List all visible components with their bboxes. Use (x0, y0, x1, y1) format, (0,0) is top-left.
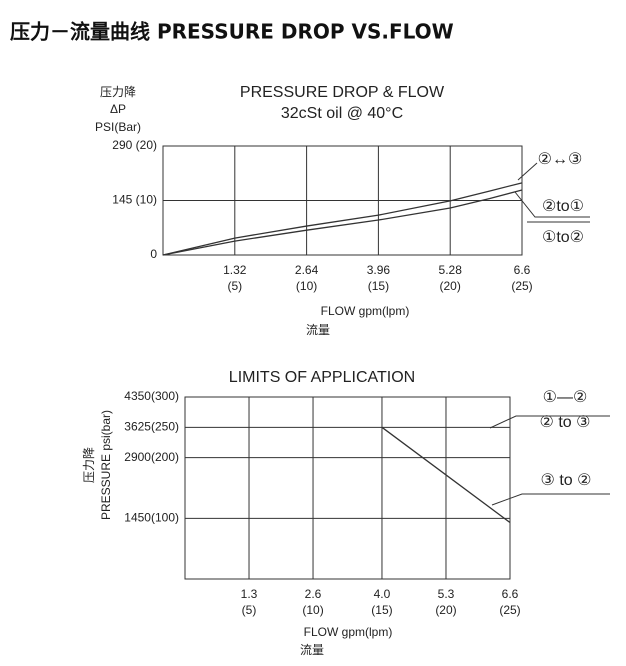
y-tick-label: 1450(100) (124, 511, 179, 525)
y-tick-label: 145 (10) (112, 193, 157, 207)
y-tick-label: 0 (150, 247, 157, 261)
series-label: ②↔③ (538, 151, 583, 168)
x-tick-label: 2.6 (305, 587, 322, 601)
x-axis-label: FLOW gpm(lpm) (304, 625, 393, 639)
data-line (162, 182, 523, 256)
y-axis-label: ΔP (110, 102, 126, 116)
chart-title: PRESSURE DROP & FLOW (240, 84, 445, 101)
data-line (162, 189, 523, 256)
data-line (381, 426, 511, 524)
y-axis-label: PSI(Bar) (95, 120, 141, 134)
x-tick-label-secondary: (5) (227, 279, 242, 293)
annotation: ①to② (542, 229, 584, 246)
x-axis-label: 流量 (300, 643, 324, 657)
x-axis-label: FLOW gpm(lpm) (321, 304, 410, 318)
x-tick-label: 2.64 (295, 263, 319, 277)
series-label: ②to① (542, 198, 584, 215)
y-axis-label: 压力降 (100, 85, 136, 99)
x-tick-label: 4.0 (374, 587, 391, 601)
x-tick-label-secondary: (15) (368, 279, 389, 293)
y-tick-label: 3625(250) (124, 420, 179, 434)
leader-line (514, 191, 590, 218)
x-axis-label: 流量 (306, 323, 330, 337)
y-axis-label: PRESSURE psi(bar) (99, 410, 113, 520)
chart-subtitle: 32cSt oil @ 40°C (281, 105, 403, 122)
x-tick-label: 5.28 (439, 263, 463, 277)
x-tick-label: 6.6 (502, 587, 519, 601)
series-label: ③ to ② (541, 472, 592, 489)
leader-line (517, 162, 538, 181)
annotation: ② to ③ (540, 414, 591, 431)
x-tick-label-secondary: (20) (435, 603, 456, 617)
x-tick-label: 6.6 (514, 263, 531, 277)
leader-line (489, 415, 610, 429)
x-tick-label: 1.32 (223, 263, 247, 277)
x-tick-label-secondary: (5) (242, 603, 257, 617)
x-tick-label-secondary: (25) (511, 279, 532, 293)
x-tick-label-secondary: (15) (371, 603, 392, 617)
chart-title: LIMITS OF APPLICATION (229, 369, 415, 386)
x-tick-label-secondary: (10) (296, 279, 317, 293)
x-tick-label-secondary: (20) (440, 279, 461, 293)
x-tick-label: 3.96 (367, 263, 391, 277)
y-tick-label: 290 (20) (112, 138, 157, 152)
x-tick-label: 5.3 (438, 587, 455, 601)
page-title: 压力－流量曲线 PRESSURE DROP VS.FLOW (10, 20, 454, 44)
x-tick-label-secondary: (10) (302, 603, 323, 617)
x-tick-label: 1.3 (241, 587, 258, 601)
annotation: ①—② (543, 389, 588, 406)
plot-frame (184, 396, 511, 580)
y-axis-label: 压力降 (82, 447, 96, 483)
y-tick-label: 2900(200) (124, 450, 179, 464)
y-tick-label: 4350(300) (124, 389, 179, 403)
x-tick-label-secondary: (25) (499, 603, 520, 617)
leader-line (491, 493, 610, 506)
